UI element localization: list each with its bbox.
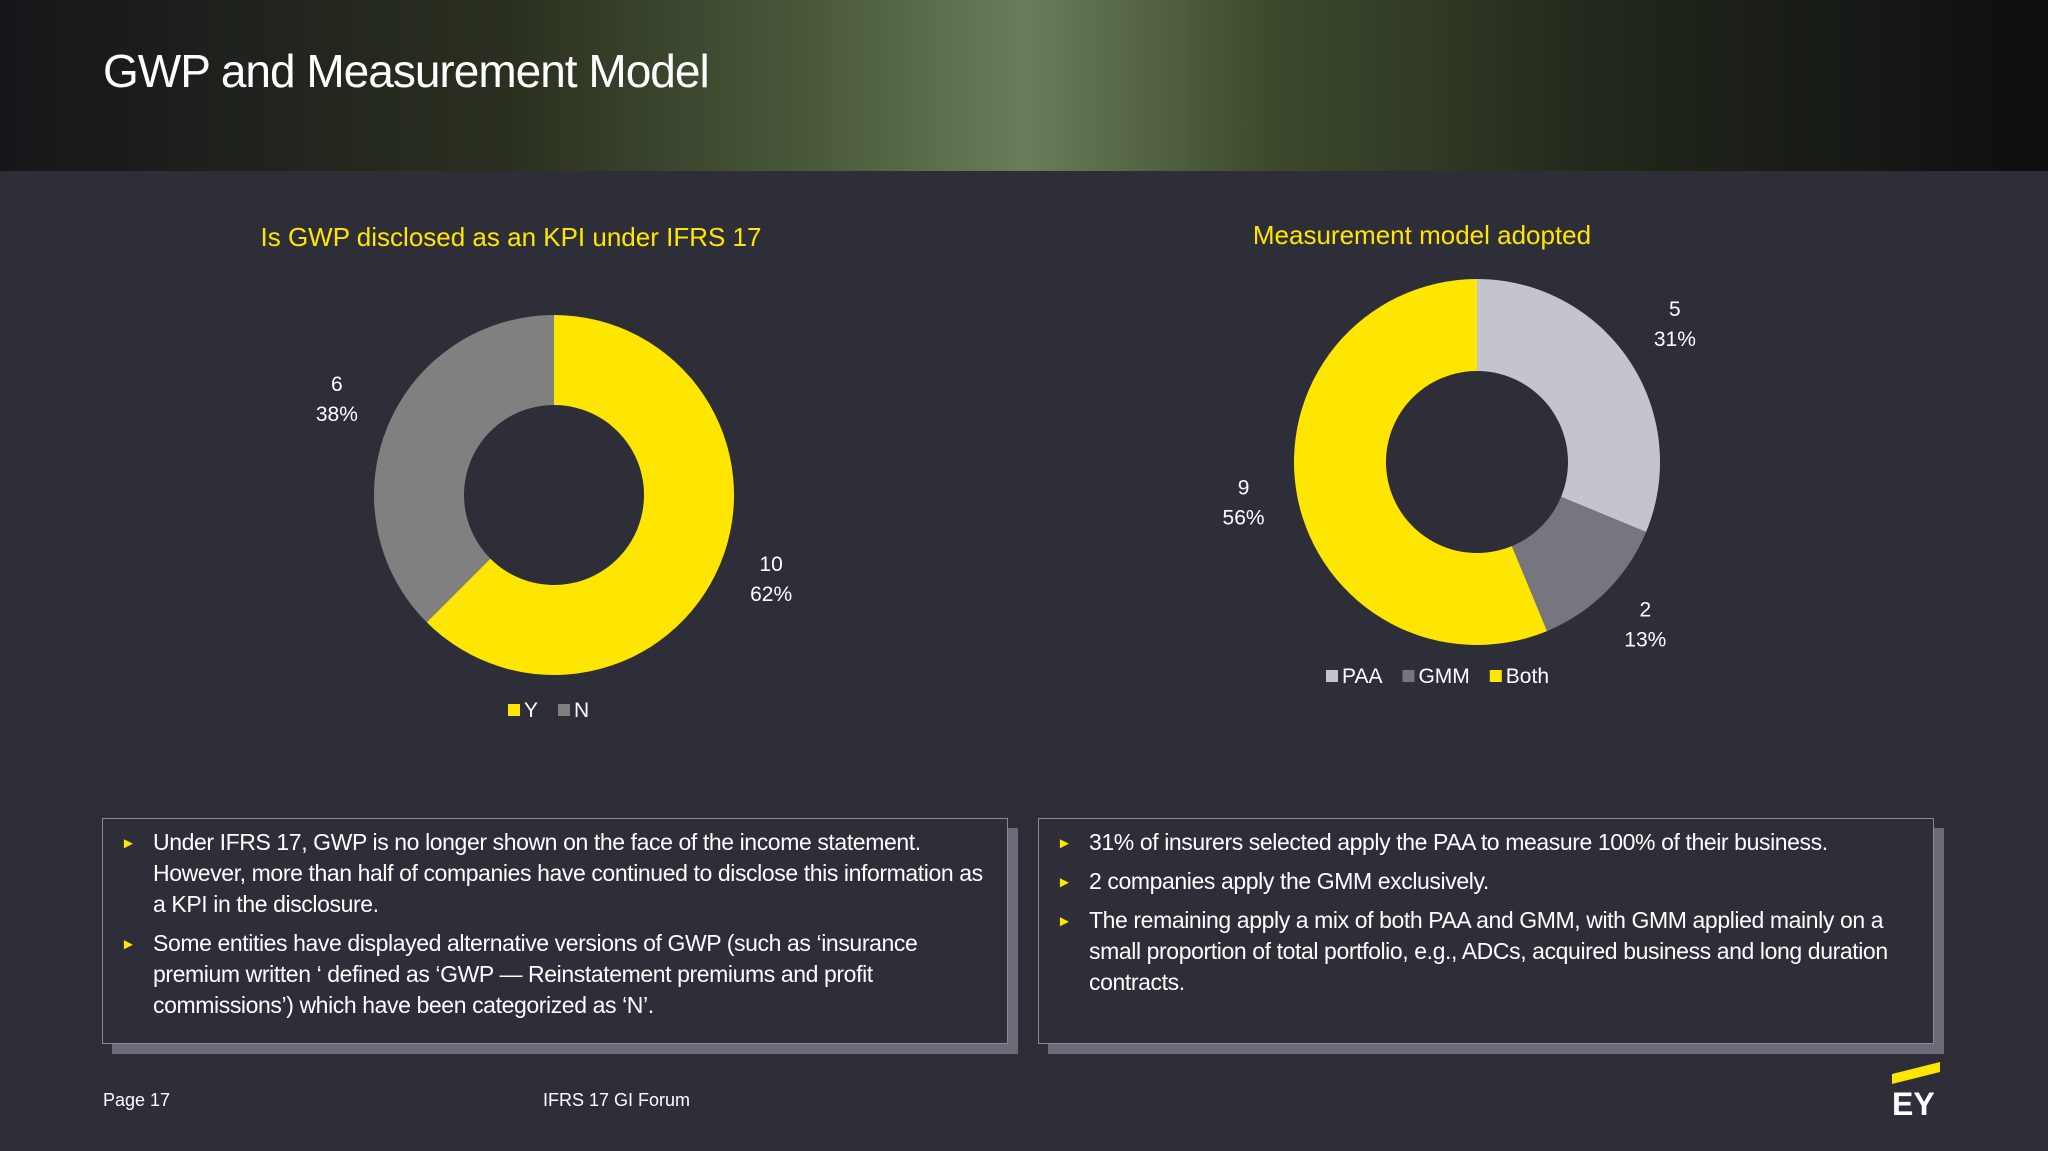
data-label: 6 <box>331 373 343 396</box>
event-name: IFRS 17 GI Forum <box>543 1090 691 1110</box>
bullet: The remaining apply a mix of both PAA an… <box>1057 905 1915 998</box>
chart-title: Measurement model adopted <box>1253 220 1591 250</box>
legend-label: PAA <box>1342 665 1382 688</box>
bullet-list: 31% of insurers selected apply the PAA t… <box>1057 827 1915 998</box>
note-box: 31% of insurers selected apply the PAA t… <box>1038 818 1934 1044</box>
bullet-list: Under IFRS 17, GWP is no longer shown on… <box>121 827 989 1021</box>
donut-slice <box>1477 279 1660 533</box>
chart-title: Is GWP disclosed as an KPI under IFRS 17 <box>261 222 762 252</box>
header-banner: GWP and Measurement Model <box>0 0 2048 171</box>
percent-label: 13% <box>1624 628 1666 651</box>
bullet: Some entities have displayed alternative… <box>121 928 989 1021</box>
logo: EY <box>1892 1086 1935 1122</box>
page-number: Page 17 <box>103 1090 171 1110</box>
legend-label: GMM <box>1418 665 1469 688</box>
percent-label: 62% <box>750 583 792 606</box>
legend-label: N <box>574 699 589 722</box>
legend-label: Y <box>524 699 538 722</box>
donut-slice <box>1294 279 1548 645</box>
bullet: 2 companies apply the GMM exclusively. <box>1057 866 1915 898</box>
legend-swatch <box>1489 670 1502 682</box>
data-label: 9 <box>1238 476 1250 499</box>
legend-swatch <box>1402 670 1415 682</box>
percent-label: 56% <box>1223 506 1265 529</box>
data-label: 5 <box>1669 298 1681 321</box>
data-label: 10 <box>759 553 782 576</box>
note-box: Under IFRS 17, GWP is no longer shown on… <box>102 818 1008 1044</box>
donut-slice <box>426 315 734 675</box>
bullet: Under IFRS 17, GWP is no longer shown on… <box>121 827 989 920</box>
bullet: 31% of insurers selected apply the PAA t… <box>1057 827 1915 859</box>
slide-title: GWP and Measurement Model <box>103 45 710 97</box>
data-label: 2 <box>1639 598 1651 621</box>
donut-slice <box>1511 496 1647 632</box>
legend-swatch <box>508 704 520 716</box>
donut-slice <box>373 315 554 623</box>
percent-label: 38% <box>316 403 358 426</box>
legend-swatch <box>1326 670 1338 682</box>
percent-label: 31% <box>1654 328 1696 351</box>
legend-label: Both <box>1506 665 1549 688</box>
legend-swatch <box>558 704 571 716</box>
